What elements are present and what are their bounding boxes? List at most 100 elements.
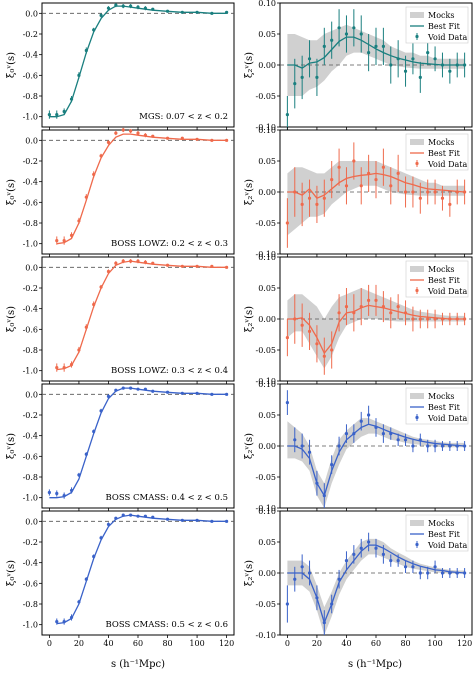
data-point bbox=[92, 302, 96, 307]
data-point bbox=[307, 196, 312, 200]
data-point bbox=[448, 571, 452, 575]
y-tick-label: -0.4 bbox=[23, 178, 38, 187]
data-point bbox=[389, 184, 393, 188]
data-point bbox=[55, 619, 59, 624]
y-tick-label: -0.8 bbox=[23, 473, 38, 482]
data-point bbox=[195, 137, 199, 141]
y-tick-label: -0.05 bbox=[255, 219, 276, 228]
data-point bbox=[143, 6, 147, 10]
y-axis-label: ξ₂ᵛ(s) bbox=[244, 433, 255, 459]
data-point bbox=[389, 311, 393, 315]
data-point bbox=[322, 354, 326, 358]
data-point bbox=[315, 202, 319, 206]
data-point bbox=[55, 365, 59, 370]
data-point bbox=[84, 195, 88, 199]
data-point bbox=[374, 178, 378, 182]
data-point bbox=[463, 317, 467, 321]
y-tick-label: -0.10 bbox=[255, 123, 276, 132]
legend-mocks-label: Mocks bbox=[428, 519, 454, 528]
data-point bbox=[418, 196, 422, 200]
data-point bbox=[84, 325, 88, 329]
data-point bbox=[210, 392, 214, 396]
data-point bbox=[322, 494, 326, 498]
data-point bbox=[293, 190, 297, 194]
y-tick-label: 0.0 bbox=[25, 9, 38, 18]
y-axis-label: ξ₂ᵛ(s) bbox=[244, 179, 255, 205]
data-point bbox=[114, 516, 118, 520]
data-point bbox=[136, 514, 140, 518]
data-point bbox=[433, 444, 437, 448]
y-tick-label: -0.10 bbox=[255, 377, 276, 386]
y-tick-label: 0.0 bbox=[25, 136, 38, 145]
data-point bbox=[440, 571, 445, 575]
data-point bbox=[367, 298, 371, 302]
data-point bbox=[293, 577, 297, 581]
best-fit-line bbox=[49, 5, 227, 118]
data-point bbox=[195, 264, 199, 268]
data-point bbox=[69, 488, 74, 493]
y-axis-label: ξ₀ᵛ(s) bbox=[6, 560, 17, 586]
y-tick-label: -0.8 bbox=[23, 219, 38, 228]
data-point bbox=[99, 536, 103, 540]
data-point bbox=[381, 165, 385, 169]
redshift-annotation: BOSS CMASS: 0.5 < z < 0.6 bbox=[105, 620, 228, 630]
x-tick-label: 0 bbox=[47, 639, 52, 648]
data-point bbox=[322, 621, 326, 625]
x-tick-label: 100 bbox=[427, 639, 442, 648]
x-tick-label: 20 bbox=[312, 639, 322, 648]
data-point bbox=[151, 7, 155, 11]
data-point bbox=[344, 432, 349, 436]
y-tick-label: 0.05 bbox=[258, 538, 276, 547]
data-point bbox=[225, 10, 229, 14]
data-point bbox=[99, 285, 103, 289]
data-point bbox=[330, 602, 334, 606]
plot-frame bbox=[41, 256, 235, 382]
data-point bbox=[143, 260, 147, 264]
data-point bbox=[389, 432, 393, 436]
y-tick-label: -1.0 bbox=[23, 621, 38, 630]
data-point bbox=[106, 522, 111, 527]
data-point bbox=[121, 4, 125, 8]
data-point bbox=[84, 48, 88, 53]
data-point bbox=[337, 26, 341, 30]
y-tick-label: -0.8 bbox=[23, 92, 38, 101]
data-point bbox=[300, 323, 304, 327]
data-point bbox=[106, 394, 111, 398]
data-point bbox=[165, 9, 170, 13]
legend-data-label: Void Data bbox=[427, 160, 467, 169]
data-point bbox=[367, 51, 371, 55]
data-point bbox=[374, 44, 378, 49]
x-tick-label: 40 bbox=[103, 639, 113, 648]
data-point bbox=[411, 565, 415, 569]
data-point bbox=[293, 317, 297, 321]
data-point bbox=[92, 28, 96, 32]
data-point bbox=[143, 387, 147, 391]
data-point bbox=[374, 546, 378, 550]
y-tick-label: -0.6 bbox=[23, 452, 38, 461]
legend-data-label: Void Data bbox=[427, 541, 467, 550]
legend-data-swatch bbox=[415, 161, 419, 166]
data-point bbox=[322, 196, 326, 200]
data-point bbox=[359, 419, 363, 423]
data-point bbox=[136, 5, 140, 9]
data-point bbox=[411, 190, 415, 194]
data-point bbox=[367, 413, 371, 417]
y-tick-label: -0.2 bbox=[23, 30, 38, 39]
legend-data-label: Void Data bbox=[427, 33, 467, 42]
data-point bbox=[121, 386, 125, 390]
redshift-annotation: BOSS CMASS: 0.4 < z < 0.5 bbox=[105, 493, 228, 503]
data-point bbox=[114, 261, 118, 265]
data-point bbox=[84, 452, 88, 456]
data-point bbox=[381, 44, 385, 49]
data-point bbox=[426, 190, 430, 194]
legend-mocks-label: Mocks bbox=[428, 11, 454, 20]
x-tick-label: 20 bbox=[74, 639, 84, 648]
y-tick-label: -0.6 bbox=[23, 198, 38, 207]
y-tick-label: 0.10 bbox=[258, 126, 276, 135]
legend-mocks-swatch bbox=[410, 12, 424, 18]
x-tick-label: 60 bbox=[133, 639, 143, 648]
data-point bbox=[440, 196, 445, 200]
data-point bbox=[330, 38, 334, 42]
data-point bbox=[225, 519, 229, 523]
y-tick-label: 0.10 bbox=[258, 0, 276, 8]
